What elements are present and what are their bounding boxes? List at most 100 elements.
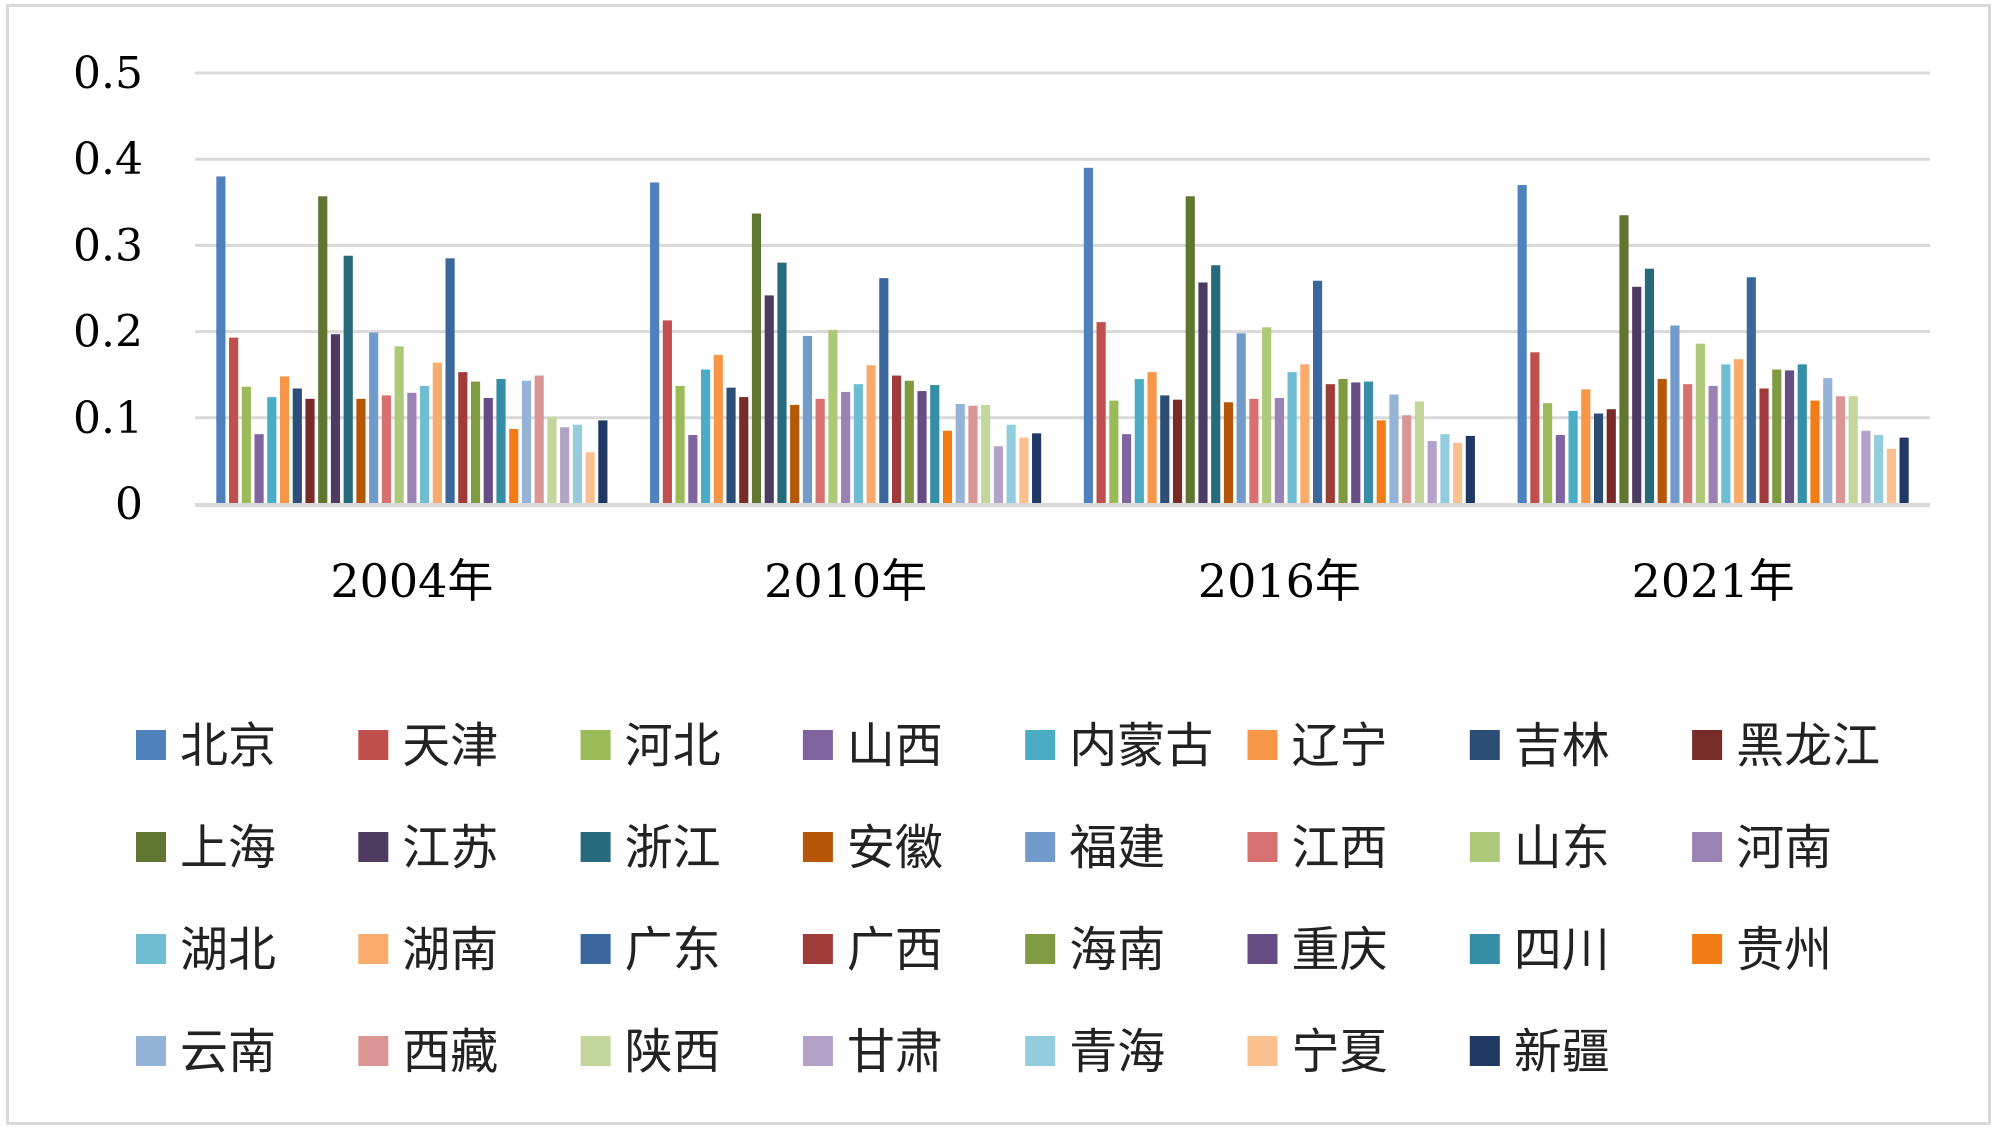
legend-label: 江苏 — [402, 820, 498, 876]
legend-item: 湖北 — [136, 922, 276, 978]
bar-陕西-2004年 — [547, 416, 557, 504]
bar-安徽-2010年 — [790, 404, 800, 504]
legend-item: 河南 — [1692, 820, 1832, 876]
y-tick-label: 0.1 — [73, 393, 143, 444]
legend-item: 云南 — [136, 1024, 276, 1080]
bar-黑龙江-2016年 — [1172, 399, 1183, 504]
bar-江苏-2004年 — [330, 334, 341, 504]
legend-swatch — [1692, 832, 1723, 862]
bar-河北-2016年 — [1109, 400, 1119, 504]
legend-item: 内蒙古 — [1025, 718, 1213, 774]
bar-江西-2016年 — [1249, 398, 1259, 504]
bar-四川-2010年 — [930, 385, 940, 504]
legend-item: 福建 — [1025, 820, 1165, 876]
bar-山东-2016年 — [1262, 327, 1272, 504]
legend-label: 浙江 — [625, 820, 721, 876]
bar-河北-2004年 — [241, 386, 251, 504]
bar-青海-2016年 — [1440, 434, 1450, 504]
bar-广东-2010年 — [879, 278, 889, 504]
bar-吉林-2004年 — [292, 388, 302, 504]
chart-svg: 0 0.1 0.2 0.3 0.4 0.5 2004年 2010年 2016年 2021年 北京… — [73, 48, 1930, 1080]
bar-山西-2021年 — [1555, 435, 1565, 504]
bar-吉林-2016年 — [1160, 395, 1170, 504]
bar-重庆-2016年 — [1351, 382, 1361, 504]
legend-swatch — [136, 934, 166, 964]
legend-item: 安徽 — [802, 820, 943, 876]
bar-天津-2010年 — [662, 320, 672, 504]
bar-江西-2021年 — [1683, 384, 1693, 504]
bar-黑龙江-2010年 — [739, 397, 749, 504]
bar-天津-2021年 — [1530, 352, 1540, 504]
bar-陕西-2021年 — [1848, 396, 1858, 504]
legend-swatch — [580, 934, 611, 964]
bar-甘肃-2016年 — [1427, 441, 1437, 504]
bar-北京-2010年 — [650, 182, 660, 504]
bar-江西-2010年 — [815, 398, 825, 504]
bar-云南-2021年 — [1823, 378, 1833, 504]
legend-swatch — [136, 730, 166, 760]
bar-山西-2010年 — [688, 435, 698, 504]
legend-label: 福建 — [1069, 820, 1165, 876]
bar-天津-2016年 — [1096, 322, 1106, 504]
bar-河南-2021年 — [1708, 385, 1718, 504]
legend-item: 吉林 — [1469, 718, 1610, 774]
legend-item: 江西 — [1247, 820, 1388, 876]
bar-北京-2016年 — [1083, 167, 1093, 504]
bar-山西-2016年 — [1122, 434, 1132, 504]
bar-上海-2004年 — [318, 196, 328, 504]
bar-浙江-2021年 — [1644, 268, 1655, 504]
bar-江苏-2016年 — [1198, 282, 1208, 504]
legend-swatch — [1692, 934, 1723, 964]
legend-item: 湖南 — [358, 922, 498, 978]
legend-label: 四川 — [1514, 922, 1610, 978]
legend-swatch — [1025, 934, 1056, 964]
bar-四川-2004年 — [496, 379, 506, 504]
bar-内蒙古-2016年 — [1134, 379, 1144, 504]
legend-swatch — [802, 934, 833, 964]
legend-swatch — [1247, 730, 1278, 760]
bar-新疆-2010年 — [1032, 433, 1042, 504]
legend-label: 辽宁 — [1292, 718, 1388, 774]
bar-浙江-2004年 — [343, 255, 353, 504]
bar-广西-2004年 — [458, 372, 468, 504]
bar-辽宁-2016年 — [1147, 372, 1157, 504]
legend-swatch — [358, 730, 389, 760]
category-label: 2021年 — [1632, 554, 1795, 608]
bar-湖南-2021年 — [1734, 359, 1744, 504]
legend-item: 黑龙江 — [1692, 718, 1880, 774]
legend-label: 江西 — [1292, 820, 1388, 876]
legend-swatch — [580, 832, 611, 862]
bar-山东-2004年 — [394, 346, 404, 504]
bar-广西-2016年 — [1325, 384, 1335, 504]
bar-青海-2021年 — [1874, 435, 1884, 504]
legend-label: 河北 — [625, 718, 721, 774]
legend-swatch — [1469, 730, 1500, 760]
legend-item: 陕西 — [580, 1024, 721, 1080]
legend-label: 山西 — [847, 718, 943, 774]
legend-label: 河南 — [1736, 820, 1832, 876]
bar-湖北-2021年 — [1721, 364, 1731, 504]
legend-item: 上海 — [136, 820, 276, 876]
bar-北京-2004年 — [216, 176, 226, 504]
bar-广东-2004年 — [445, 258, 455, 504]
legend-swatch — [802, 1036, 833, 1066]
bar-上海-2010年 — [751, 213, 762, 504]
bar-广西-2021年 — [1759, 388, 1769, 504]
bar-河北-2021年 — [1543, 403, 1553, 504]
bar-广东-2021年 — [1746, 277, 1756, 504]
bar-青海-2010年 — [1006, 424, 1016, 504]
bar-宁夏-2010年 — [1019, 437, 1029, 504]
bar-贵州-2021年 — [1810, 400, 1820, 504]
bar-山东-2021年 — [1695, 343, 1705, 504]
bar-甘肃-2021年 — [1861, 430, 1871, 504]
bar-安徽-2016年 — [1223, 402, 1234, 504]
legend-swatch — [802, 832, 833, 862]
legend-label: 广西 — [847, 922, 943, 978]
bar-宁夏-2016年 — [1453, 442, 1463, 504]
category-label: 2016年 — [1198, 554, 1361, 608]
bar-湖北-2016年 — [1287, 372, 1297, 504]
legend-label: 海南 — [1069, 922, 1165, 978]
legend-swatch — [1247, 1036, 1278, 1066]
bar-江苏-2010年 — [764, 295, 774, 504]
bar-西藏-2010年 — [968, 405, 978, 504]
